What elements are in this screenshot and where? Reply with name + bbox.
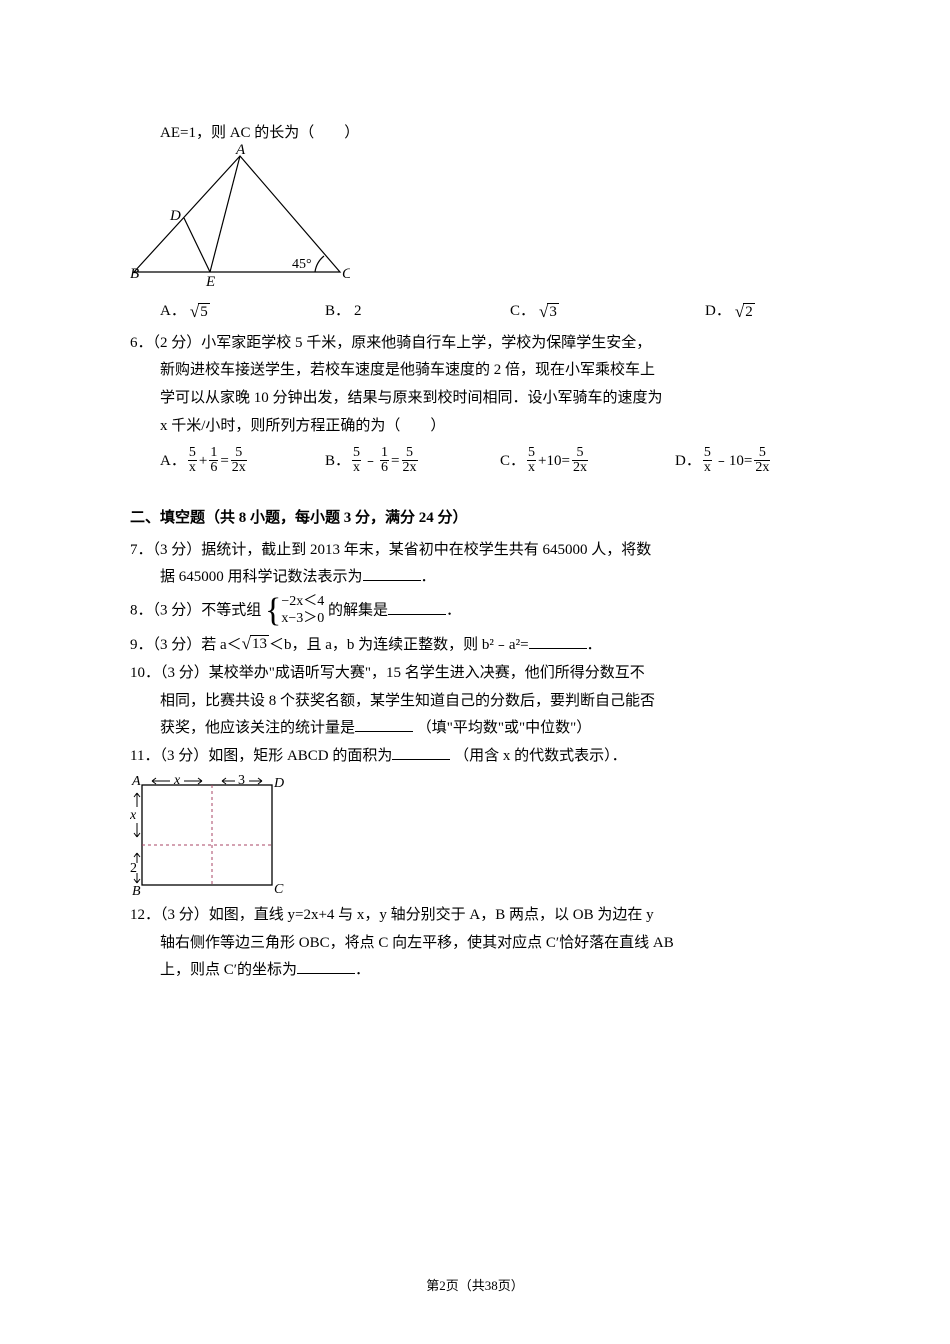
svg-text:3: 3 bbox=[238, 773, 245, 788]
q6-l3: 学可以从家晚 10 分钟出发，结果与原来到校时间相同．设小军骑车的速度为 bbox=[130, 385, 820, 413]
svg-text:A: A bbox=[235, 144, 246, 158]
q12-l1: 12．（3 分）如图，直线 y=2x+4 与 x，y 轴分别交于 A，B 两点，… bbox=[130, 902, 820, 930]
q5-figure: A B C D E 45° bbox=[130, 144, 820, 294]
svg-text:C: C bbox=[274, 882, 284, 897]
svg-text:A: A bbox=[131, 774, 141, 789]
svg-text:E: E bbox=[205, 274, 215, 290]
q5-opt-b: B．2 bbox=[325, 298, 510, 326]
q6-opt-b: B． 5x ﹣ 16 = 52x bbox=[325, 447, 500, 477]
svg-text:x: x bbox=[130, 808, 137, 823]
q5-options: A． √5 B．2 C． √3 D． √2 bbox=[130, 298, 820, 326]
q10-l2: 相同，比赛共设 8 个获奖名额，某学生知道自己的分数后，要判断自己能否 bbox=[130, 688, 820, 716]
q10-l1: 10．（3 分）某校举办"成语听写大赛"，15 名学生进入决赛，他们所得分数互不 bbox=[130, 660, 820, 688]
q6-l2: 新购进校车接送学生，若校车速度是他骑车速度的 2 倍，现在小军乘校车上 bbox=[130, 357, 820, 385]
svg-text:45°: 45° bbox=[292, 257, 312, 272]
q10-l3: 获奖，他应该关注的统计量是 （填"平均数"或"中位数"） bbox=[130, 715, 820, 743]
q6-opt-d: D． 5x ﹣10= 52x bbox=[675, 447, 770, 477]
svg-text:B: B bbox=[130, 266, 139, 282]
q9-blank bbox=[529, 635, 587, 650]
q5-opt-d: D． √2 bbox=[705, 298, 755, 326]
q12-blank bbox=[297, 960, 355, 975]
q6-opt-c: C． 5x +10= 52x bbox=[500, 447, 675, 477]
q8: 8．（3 分）不等式组 { −2x＜4 x−3＞0 的解集是． bbox=[130, 594, 820, 628]
svg-text:2: 2 bbox=[130, 861, 137, 876]
svg-text:C: C bbox=[342, 266, 350, 282]
svg-text:D: D bbox=[169, 208, 181, 224]
q10-blank bbox=[355, 718, 413, 733]
q11-blank bbox=[392, 746, 450, 761]
section2-title: 二、填空题（共 8 小题，每小题 3 分，满分 24 分） bbox=[130, 505, 820, 533]
q11: 11．（3 分）如图，矩形 ABCD 的面积为 （用含 x 的代数式表示）． bbox=[130, 743, 820, 771]
q5-opt-a: A． √5 bbox=[160, 298, 325, 326]
svg-text:B: B bbox=[132, 884, 141, 898]
exam-page: AE=1，则 AC 的长为（ ） A B C D E 45° A． √5 bbox=[0, 0, 950, 1344]
q5-opt-c: C． √3 bbox=[510, 298, 705, 326]
q7-blank bbox=[363, 567, 421, 582]
q6-options: A． 5x + 16 = 52x B． 5x ﹣ 16 = 52x C． 5x … bbox=[130, 447, 820, 477]
svg-text:D: D bbox=[273, 776, 284, 791]
q9: 9．（3 分）若 a＜√13＜b，且 a，b 为连续正整数，则 b²﹣a²=． bbox=[130, 632, 820, 660]
q6-opt-a: A． 5x + 16 = 52x bbox=[160, 447, 325, 477]
q7-l1: 7．（3 分）据统计，截止到 2013 年末，某省初中在校学生共有 645000… bbox=[130, 537, 820, 565]
svg-text:x: x bbox=[173, 773, 181, 788]
q12-l3: 上，则点 C′的坐标为． bbox=[130, 957, 820, 985]
page-footer: 第2页（共38页） bbox=[0, 1274, 950, 1298]
q8-blank bbox=[388, 600, 446, 615]
q6-l1: 6．（2 分）小军家距学校 5 千米，原来他骑自行车上学，学校为保障学生安全， bbox=[130, 330, 820, 358]
q8-system: { −2x＜4 x−3＞0 bbox=[265, 594, 324, 628]
q12-l2: 轴右侧作等边三角形 OBC，将点 C 向左平移，使其对应点 C′恰好落在直线 A… bbox=[130, 930, 820, 958]
q6-l4: x 千米/小时，则所列方程正确的为（ ） bbox=[130, 413, 820, 441]
q11-figure: A D B C x 3 x 2 bbox=[130, 773, 820, 898]
q7-l2: 据 645000 用科学记数法表示为． bbox=[130, 564, 820, 592]
